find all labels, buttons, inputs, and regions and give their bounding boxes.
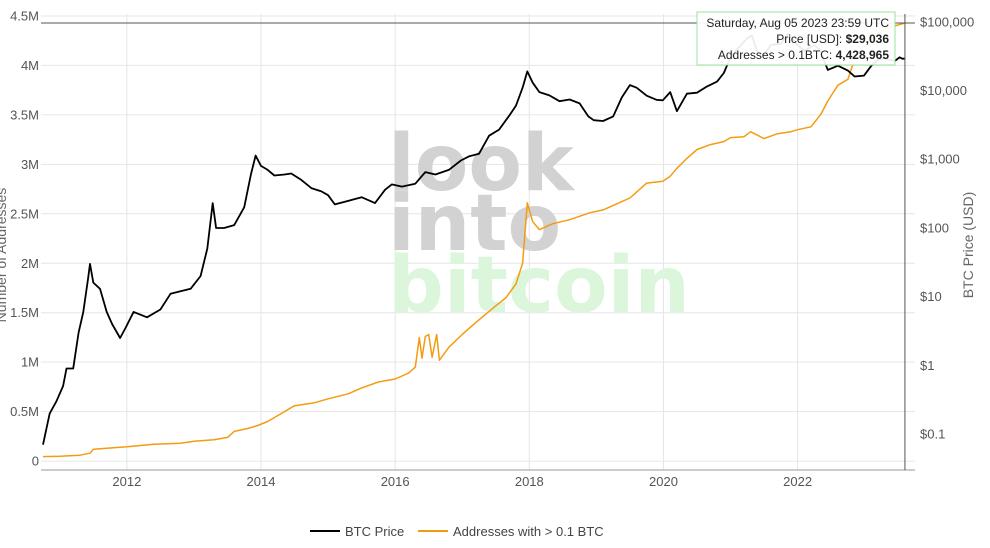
tooltip-price-label: Price [USD]:: [776, 32, 845, 46]
y-left-tick-label: 1.5M: [10, 305, 39, 320]
y-left-tick-label: 3.5M: [10, 107, 39, 122]
x-tick-label: 2016: [381, 474, 410, 489]
y-left-tick-label: 0.5M: [10, 404, 39, 419]
watermark-line-3: bitcoin: [388, 241, 690, 331]
tooltip-addresses-value: 4,428,965: [836, 48, 890, 62]
legend-label-addresses: Addresses with > 0.1 BTC: [453, 524, 604, 539]
watermark-line-2: into: [388, 179, 561, 269]
tooltip-box: [696, 11, 896, 66]
y-right-tick-label: $10: [920, 289, 942, 304]
y-axis-left: 0 0.5M 1M 1.5M 2M 2.5M 3M 3.5M 4M 4.5M: [10, 8, 39, 468]
y-axis-right: $0.1 $1 $10 $100 $1,000 $10,000 $100,000: [920, 14, 974, 441]
y-right-tick-label: $100: [920, 220, 949, 235]
tooltip-date: Saturday, Aug 05 2023 23:59 UTC: [706, 16, 889, 30]
y-left-tick-label: 0: [32, 454, 39, 469]
y-left-tick-label: 2M: [21, 256, 39, 271]
y-right-tick-label: $1: [920, 358, 934, 373]
y-right-tick-label: $0.1: [920, 427, 945, 442]
tooltip-addresses-row: Addresses > 0.1BTC: 4,428,965: [718, 48, 889, 62]
legend-item-btc-price[interactable]: BTC Price: [310, 524, 404, 539]
watermark-line-1: look: [388, 119, 576, 209]
watermark: look into bitcoin: [388, 119, 690, 331]
y-left-tick-label: 3M: [21, 157, 39, 172]
x-axis: 2012 2014 2016 2018 2020 2022: [112, 474, 812, 489]
y-right-tick-label: $1,000: [920, 152, 960, 167]
y-axis-right-title: BTC Price (USD): [960, 192, 976, 299]
legend: BTC Price Addresses with > 0.1 BTC: [310, 524, 604, 539]
y-left-tick-label: 4.5M: [10, 8, 39, 23]
tooltip-price-value: $29,036: [846, 32, 890, 46]
tooltip-addresses-label: Addresses > 0.1BTC:: [718, 48, 836, 62]
y-right-tick-label: $10,000: [920, 83, 967, 98]
x-tick-label: 2018: [515, 474, 544, 489]
x-tick-label: 2022: [783, 474, 812, 489]
y-left-tick-label: 4M: [21, 58, 39, 73]
x-tick-label: 2020: [649, 474, 678, 489]
legend-label-btc-price: BTC Price: [345, 524, 404, 539]
x-tick-label: 2014: [247, 474, 276, 489]
x-tick-label: 2012: [112, 474, 141, 489]
y-left-tick-label: 2.5M: [10, 206, 39, 221]
grid-lines: [41, 14, 915, 470]
y-left-tick-label: 1M: [21, 355, 39, 370]
y-axis-left-title: Number of Addresses: [0, 188, 9, 323]
hover-tooltip: Saturday, Aug 05 2023 23:59 UTC Price [U…: [696, 11, 896, 66]
y-right-tick-label: $100,000: [920, 14, 974, 29]
tooltip-price-row: Price [USD]: $29,036: [776, 32, 889, 46]
series-line-addresses: [42, 22, 906, 458]
legend-item-addresses[interactable]: Addresses with > 0.1 BTC: [418, 524, 604, 539]
